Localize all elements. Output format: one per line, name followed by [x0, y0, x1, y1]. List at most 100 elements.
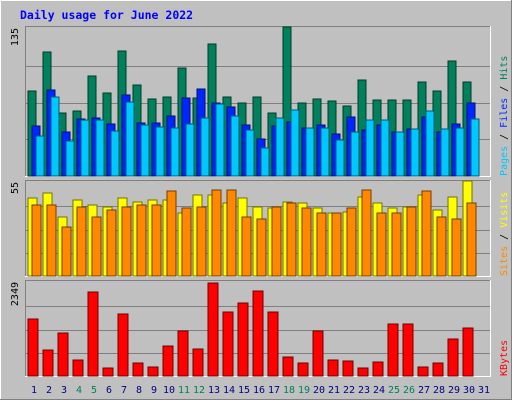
top-legend-part-0: Pages [499, 146, 510, 176]
x-tick-label-21: 21 [328, 385, 340, 396]
middle-sites-bar-6 [106, 209, 117, 277]
middle-sites-bar-20 [316, 212, 327, 277]
top-pages-bar-20 [320, 127, 330, 177]
top-pages-bar-18 [290, 109, 300, 177]
x-tick-label-2: 2 [46, 385, 52, 396]
top-pages-bar-23 [365, 119, 375, 177]
top-pages-bar-13 [215, 103, 225, 177]
middle-sites-bar-13 [211, 189, 222, 277]
top-pages-bar-16 [260, 147, 270, 177]
top-pages-bar-8 [140, 124, 150, 177]
bottom-kbytes-bar-27 [417, 366, 429, 377]
top-legend-part-4: Hits [499, 56, 510, 80]
top-pages-bar-19 [305, 127, 315, 177]
x-tick-label-29: 29 [448, 385, 460, 396]
middle-sites-bar-17 [271, 206, 282, 277]
x-tick-label-26: 26 [403, 385, 415, 396]
bottom-kbytes-bar-6 [102, 367, 114, 377]
bottom-kbytes-bar-3 [57, 332, 69, 377]
chart-title: Daily usage for June 2022 [20, 8, 193, 22]
x-tick-label-12: 12 [193, 385, 205, 396]
bottom-kbytes-bar-15 [237, 302, 249, 377]
x-tick-label-24: 24 [373, 385, 385, 396]
x-tick-label-6: 6 [106, 385, 112, 396]
x-tick-label-7: 7 [121, 385, 127, 396]
x-tick-label-25: 25 [388, 385, 400, 396]
middle-sites-bar-1 [31, 204, 42, 277]
middle-sites-bar-28 [436, 216, 447, 277]
middle-sites-bar-4 [76, 206, 87, 277]
top-pages-bar-4 [80, 119, 90, 177]
top-pages-bar-3 [65, 140, 75, 177]
top-pages-bar-27 [425, 110, 435, 177]
middle-sites-bar-8 [136, 204, 147, 277]
x-tick-label-18: 18 [283, 385, 295, 396]
middle-sites-bar-25 [391, 212, 402, 277]
bottom-kbytes-bar-17 [267, 311, 279, 377]
top-pages-bar-15 [245, 129, 255, 177]
x-tick-label-20: 20 [313, 385, 325, 396]
middle-sites-bar-29 [451, 218, 462, 277]
top-pages-bar-21 [335, 139, 345, 177]
middle-sites-bar-11 [181, 207, 192, 277]
middle-sites-bar-15 [241, 216, 252, 277]
middle-sites-bar-9 [151, 204, 162, 277]
bottom-kbytes-bar-14 [222, 311, 234, 377]
bottom-kbytes-bar-12 [192, 348, 204, 377]
top-legend-part-2: Files [499, 98, 510, 128]
bottom-kbytes-bar-23 [357, 367, 369, 377]
middle-sites-bar-27 [421, 190, 432, 277]
x-tick-label-4: 4 [76, 385, 82, 396]
x-tick-label-16: 16 [253, 385, 265, 396]
middle-sites-bar-5 [91, 216, 102, 277]
top-pages-bar-28 [440, 128, 450, 177]
chart-panels: 135 Pages / Files / Hits 55 Sites / Visits 2… [10, 26, 510, 377]
middle-legend: Sites / Visits [499, 192, 510, 276]
middle-sites-bar-18 [286, 202, 297, 277]
middle-ymax-label: 55 [10, 182, 21, 194]
bottom-kbytes-bar-25 [387, 323, 399, 377]
top-pages-bar-17 [275, 117, 285, 177]
top-legend: Pages / Files / Hits [499, 56, 510, 176]
bottom-kbytes-bar-18 [282, 356, 294, 377]
x-tick-label-14: 14 [223, 385, 235, 396]
bottom-legend-part-0: KBytes [499, 340, 510, 376]
bottom-kbytes-bar-11 [177, 330, 189, 377]
top-pages-bar-1 [35, 135, 45, 177]
x-tick-label-22: 22 [343, 385, 355, 396]
top-pages-bar-6 [110, 130, 120, 177]
top-pages-bar-22 [350, 131, 360, 177]
bottom-kbytes-bar-4 [72, 359, 84, 377]
bottom-kbytes-bar-20 [312, 330, 324, 377]
x-tick-label-5: 5 [91, 385, 97, 396]
top-pages-bar-25 [395, 131, 405, 177]
top-pages-bar-9 [155, 126, 165, 177]
x-tick-label-19: 19 [298, 385, 310, 396]
bottom-kbytes-bar-22 [342, 360, 354, 377]
x-axis-labels: 1 2 3 4 5 6 7 8 9 10 11 12 13 14 15 16 17 18 19 20 21 22 23 24 2… [31, 385, 490, 396]
bottom-kbytes-bar-21 [327, 359, 339, 377]
middle-sites-bar-21 [331, 212, 342, 277]
top-pages-bar-14 [230, 115, 240, 177]
bottom-kbytes-bar-7 [117, 313, 129, 377]
x-tick-label-10: 10 [163, 385, 175, 396]
middle-sites-bar-12 [196, 206, 207, 277]
x-tick-label-31: 31 [478, 385, 490, 396]
top-pages-bar-2 [50, 96, 60, 177]
bottom-kbytes-bar-5 [87, 291, 99, 377]
x-tick-label-1: 1 [31, 385, 37, 396]
bottom-kbytes-bar-2 [42, 349, 54, 377]
x-tick-label-13: 13 [208, 385, 220, 396]
x-tick-label-9: 9 [151, 385, 157, 396]
bottom-kbytes-bar-1 [27, 318, 39, 377]
top-pages-bar-10 [170, 127, 180, 177]
middle-sites-bar-16 [256, 218, 267, 277]
middle-sites-bar-7 [121, 206, 132, 277]
bottom-kbytes-bar-26 [402, 323, 414, 377]
top-pages-bar-5 [95, 119, 105, 177]
bottom-legend: KBytes [499, 340, 510, 376]
bottom-kbytes-bar-24 [372, 361, 384, 377]
top-pages-bar-7 [125, 101, 135, 177]
x-tick-label-8: 8 [136, 385, 142, 396]
